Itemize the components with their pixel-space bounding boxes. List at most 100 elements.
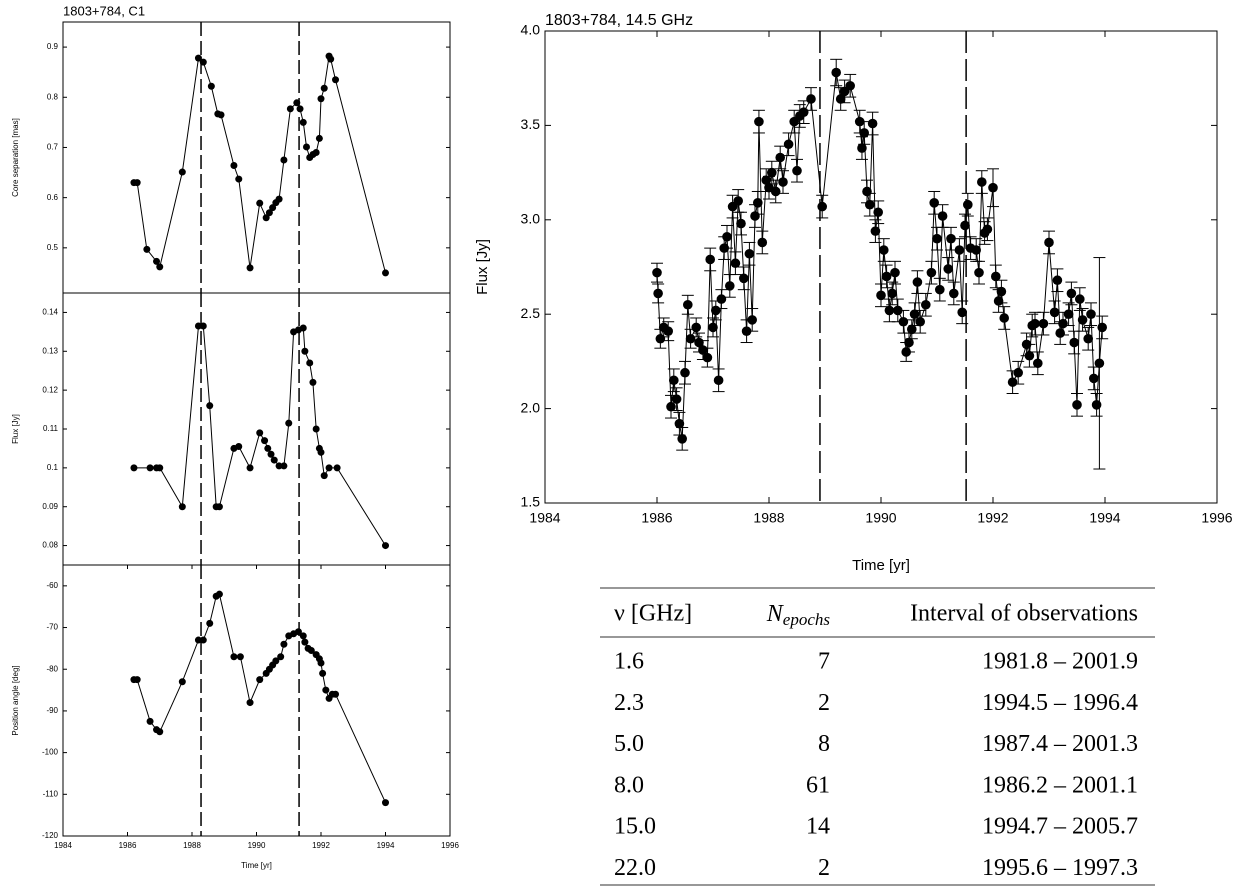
data-point xyxy=(206,619,214,627)
data-point xyxy=(1058,318,1068,329)
y-tick-label: 3.5 xyxy=(521,116,541,132)
chart-title: 1803+784, 14.5 GHz xyxy=(545,12,693,29)
data-point xyxy=(999,313,1009,323)
table-cell: 15.0 xyxy=(614,814,656,840)
data-point xyxy=(178,168,186,176)
data-point xyxy=(194,54,202,62)
plot-frame xyxy=(62,292,451,566)
data-point xyxy=(1069,337,1079,348)
y-tick-label: 1.5 xyxy=(521,494,541,510)
table-cell: 1.6 xyxy=(614,649,644,675)
data-point xyxy=(156,728,164,736)
table-cell: 1994.7 – 2005.7 xyxy=(982,814,1138,840)
y-tick-label: 4.0 xyxy=(521,22,541,38)
data-point xyxy=(315,134,323,142)
data-point xyxy=(296,105,304,113)
y-tick-label: 0.14 xyxy=(42,308,58,317)
y-tick-label: 0.6 xyxy=(47,193,59,202)
data-point xyxy=(754,116,764,127)
data-point xyxy=(261,437,269,445)
x-tick-label: 1990 xyxy=(865,510,896,526)
data-point xyxy=(299,118,307,126)
data-point xyxy=(652,267,662,278)
y-tick-label: 0.9 xyxy=(47,42,59,51)
data-point xyxy=(722,231,732,242)
table-cell: 8.0 xyxy=(614,772,644,798)
data-point xyxy=(317,448,325,456)
x-tick-label: 1984 xyxy=(54,841,72,850)
data-point xyxy=(725,281,735,291)
data-point xyxy=(302,143,310,151)
data-point xyxy=(246,464,254,472)
data-point xyxy=(194,636,202,644)
table-cell: 2 xyxy=(818,690,830,716)
y-tick-label: 0.09 xyxy=(42,502,58,511)
chart: 1803+784, 14.5 GHz 1.5 2.0 2.5 3.0 3.5 4.0 1984… xyxy=(474,12,1233,574)
data-point xyxy=(230,162,238,170)
data-point xyxy=(937,211,948,221)
data-point xyxy=(857,143,867,153)
data-point xyxy=(320,84,328,92)
data-point xyxy=(666,401,676,412)
data-point xyxy=(798,107,809,117)
table-cell: 1987.4 – 2001.3 xyxy=(982,731,1138,757)
data-point xyxy=(133,676,141,684)
y-tick-label: 0.12 xyxy=(42,385,58,394)
data-point xyxy=(909,309,920,320)
data-point xyxy=(653,288,663,299)
y-tick-label: 0.11 xyxy=(43,424,59,433)
data-point xyxy=(333,464,341,472)
data-point xyxy=(753,198,763,208)
data-point xyxy=(669,375,679,386)
x-tick-label: 1984 xyxy=(529,510,560,526)
x-tick-label: 1992 xyxy=(312,841,330,850)
y-tick-label: 2.0 xyxy=(521,399,541,415)
table-cell: 22.0 xyxy=(614,855,656,881)
y-axis-label: Flux [Jy] xyxy=(474,239,491,295)
y-tick-label: -70 xyxy=(46,623,58,632)
data-point xyxy=(915,316,925,327)
data-point xyxy=(1086,309,1096,320)
x-tick-label: 1986 xyxy=(641,510,672,526)
data-point xyxy=(898,316,909,327)
data-point xyxy=(199,322,207,330)
y-axis-label: Core separation [mas] xyxy=(11,118,20,197)
chart: 0.08 0.09 0.1 0.11 0.12 0.13 0.14 Flux [Jy] xyxy=(11,292,451,566)
data-point xyxy=(207,82,215,90)
data-point xyxy=(256,429,264,437)
data-point xyxy=(711,305,721,316)
data-point xyxy=(256,199,264,207)
y-tick-label: 3.0 xyxy=(521,211,541,227)
data-point xyxy=(817,201,827,212)
data-point xyxy=(312,425,320,433)
data-point xyxy=(708,322,718,333)
data-point xyxy=(716,294,727,304)
x-tick-label: 1988 xyxy=(753,510,784,526)
data-point xyxy=(1033,358,1043,369)
data-point xyxy=(199,636,207,644)
data-point xyxy=(312,148,320,156)
data-point xyxy=(1089,373,1099,384)
y-tick-label: 0.08 xyxy=(42,541,58,550)
data-point xyxy=(285,419,293,427)
data-point xyxy=(246,264,254,272)
data-point xyxy=(317,95,325,103)
x-tick-label: 1988 xyxy=(183,841,201,850)
data-point xyxy=(1030,318,1040,329)
data-point xyxy=(267,450,275,458)
data-point xyxy=(1083,333,1093,344)
x-axis-label: Time [yr] xyxy=(241,861,272,870)
data-point xyxy=(792,165,802,176)
y-tick-label: -120 xyxy=(42,831,59,840)
table-cell: 2 xyxy=(818,855,830,881)
observation-table: ν [GHz] Nepochs Interval of observations 1.… xyxy=(600,587,1155,886)
table-cell: 5.0 xyxy=(614,731,644,757)
data-point xyxy=(280,156,288,164)
data-point xyxy=(275,462,283,470)
data-point xyxy=(256,676,264,684)
data-point xyxy=(935,284,945,295)
column-header-main: N xyxy=(766,601,785,627)
x-tick-label: 1996 xyxy=(1201,510,1232,526)
data-point xyxy=(178,678,186,686)
data-point xyxy=(835,94,846,104)
